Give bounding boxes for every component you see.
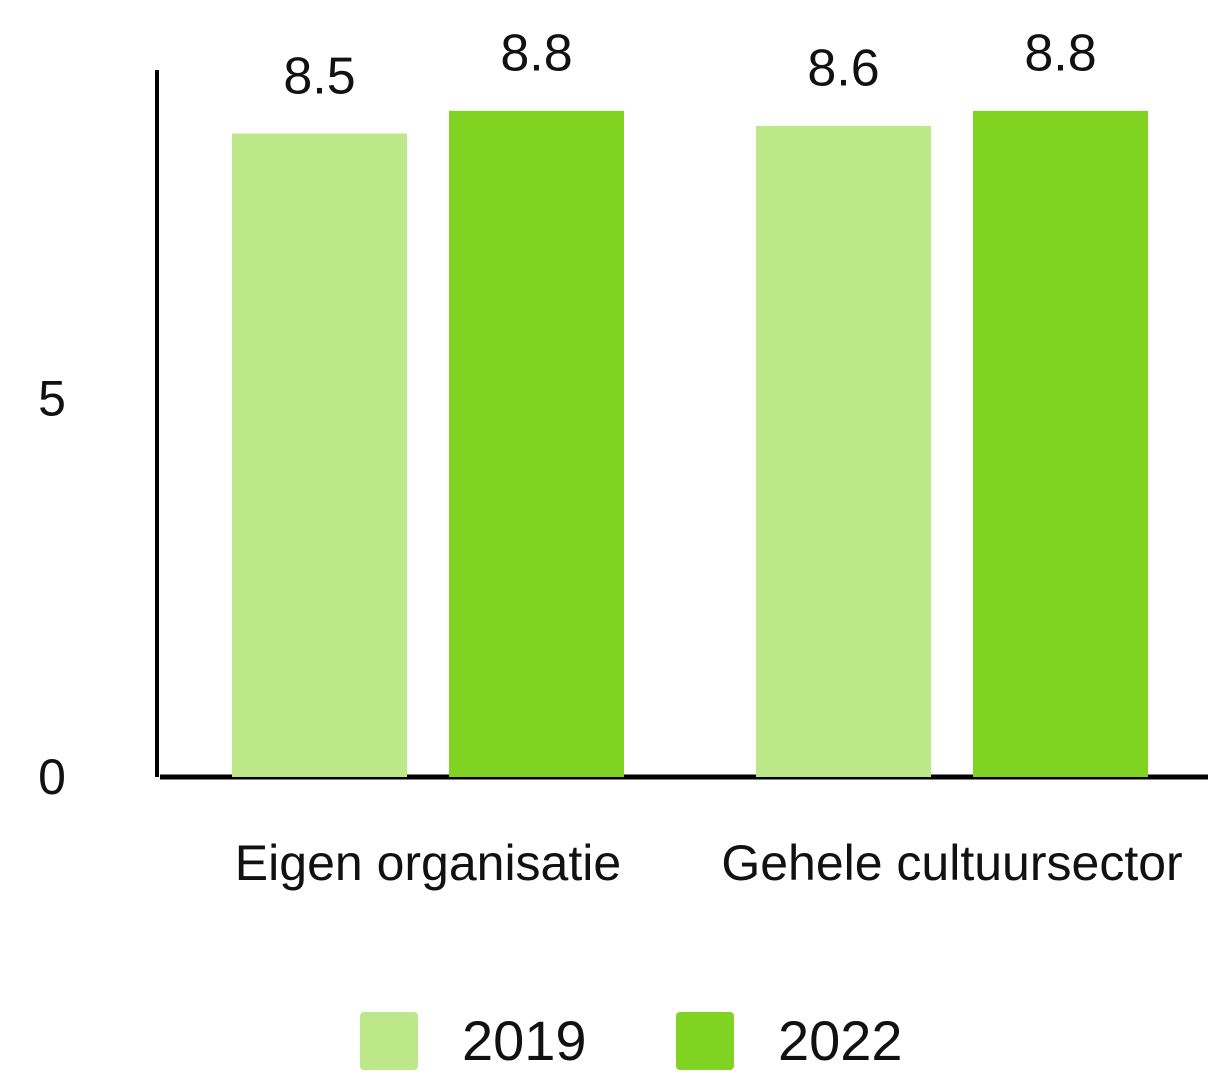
y-tick-label: 5: [38, 371, 66, 427]
bar: [232, 133, 407, 777]
x-tick-label: Eigen organisatie: [234, 835, 622, 891]
value-label: 8.8: [1024, 25, 1096, 83]
y-tick-label: 0: [38, 749, 66, 805]
legend-swatch: [676, 1012, 734, 1070]
x-tick-label-box: Eigen organisatie: [234, 835, 622, 891]
bar: [756, 126, 931, 777]
x-tick-label: Gehele cultuursector: [721, 835, 1183, 891]
legend-swatch: [360, 1012, 418, 1070]
bar: [973, 110, 1148, 778]
x-tick-label-box: Gehele cultuursector: [721, 835, 1183, 891]
value-label: 8.5: [283, 47, 355, 105]
bar: [449, 110, 624, 778]
value-label: 8.6: [807, 40, 879, 98]
value-label: 8.8: [500, 25, 572, 83]
legend-label: 2019: [462, 1009, 587, 1072]
legend-label: 2022: [778, 1009, 903, 1072]
